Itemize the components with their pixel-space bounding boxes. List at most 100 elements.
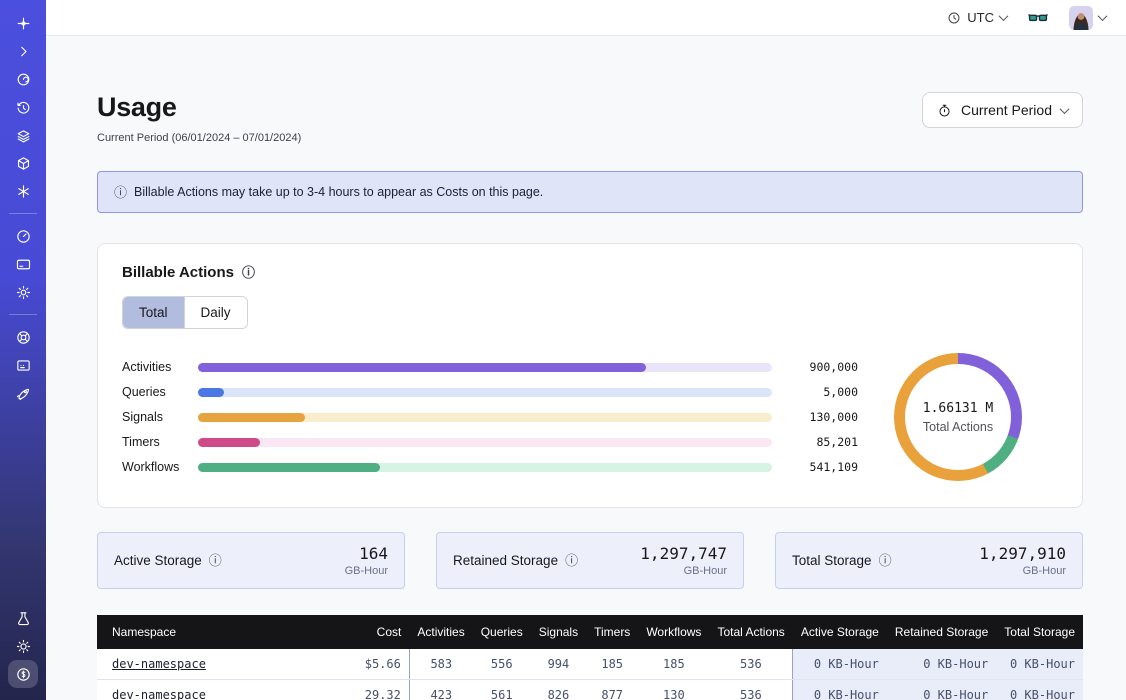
activities-cell: 583 xyxy=(409,649,472,680)
total-actions-value: 1.66131 M xyxy=(923,401,993,416)
clock-icon xyxy=(947,11,961,25)
tab-total[interactable]: Total xyxy=(123,297,184,328)
namespace-link[interactable]: dev-namespace xyxy=(112,688,206,700)
info-icon[interactable]: ⓘ xyxy=(209,554,222,567)
period-selector-button[interactable]: Current Period xyxy=(922,92,1083,128)
namespace-cell: dev-namespace xyxy=(97,680,341,700)
timezone-label: UTC xyxy=(967,10,994,25)
col-total-actions: Total Actions xyxy=(709,615,792,649)
col-retained-storage: Retained Storage xyxy=(887,615,996,649)
info-icon[interactable]: ⓘ xyxy=(565,554,578,567)
bar-row-timers: Timers 85,201 xyxy=(122,430,858,455)
labs-flask-icon[interactable] xyxy=(8,604,38,632)
billing-card-icon[interactable] xyxy=(8,250,38,278)
main-area: UTC Usage Current Peri xyxy=(46,0,1126,700)
title-row: Usage Current Period (06/01/2024 – 07/01… xyxy=(97,92,1083,144)
total-storage-cell: 0 KB-Hour xyxy=(996,680,1083,700)
bar-value: 5,000 xyxy=(784,385,858,399)
col-queries: Queries xyxy=(473,615,531,649)
bar-track xyxy=(198,388,772,397)
info-banner: ⓘ Billable Actions may take up to 3-4 ho… xyxy=(97,171,1083,213)
billable-view-toggle: Total Daily xyxy=(122,296,248,329)
feedback-glasses-button[interactable] xyxy=(1027,7,1049,29)
bar-row-queries: Queries 5,000 xyxy=(122,380,858,405)
active-storage-label: Active Storage xyxy=(114,553,202,568)
timers-cell: 185 xyxy=(586,649,638,680)
billable-actions-title-row: Billable Actions ⓘ xyxy=(122,264,1058,281)
billable-actions-title: Billable Actions xyxy=(122,264,234,281)
retained-storage-card: Retained Storage ⓘ 1,297,747 GB-Hour xyxy=(436,532,744,589)
layers-icon[interactable] xyxy=(8,121,38,149)
bar-fill xyxy=(198,363,646,372)
settings-gear-icon[interactable] xyxy=(8,278,38,306)
active-storage-unit: GB-Hour xyxy=(345,565,388,577)
col-total-storage: Total Storage xyxy=(996,615,1083,649)
account-menu-button[interactable] xyxy=(1069,6,1106,30)
support-lifebuoy-icon[interactable] xyxy=(8,323,38,351)
total-storage-label: Total Storage xyxy=(792,553,872,568)
total-actions-cell: 536 xyxy=(709,649,792,680)
donut-center: 1.66131 M Total Actions xyxy=(894,353,1022,481)
getting-started-rocket-icon[interactable] xyxy=(8,379,38,407)
namespace-cell: dev-namespace xyxy=(97,649,341,680)
activities-cell: 423 xyxy=(409,680,472,700)
total-storage-value: 1,297,910 xyxy=(979,544,1066,563)
tab-daily[interactable]: Daily xyxy=(184,297,247,328)
total-storage-card: Total Storage ⓘ 1,297,910 GB-Hour xyxy=(775,532,1083,589)
billable-chart-row: Activities 900,000 Queries 5,000 Signals… xyxy=(122,353,1058,481)
active-storage-cell: 0 KB-Hour xyxy=(793,680,887,700)
bar-row-signals: Signals 130,000 xyxy=(122,405,858,430)
retained-storage-value: 1,297,747 xyxy=(640,544,727,563)
col-workflows: Workflows xyxy=(638,615,709,649)
bar-track xyxy=(198,438,772,447)
queries-cell: 561 xyxy=(473,680,531,700)
bar-value: 130,000 xyxy=(784,410,858,424)
namespace-usage-table: Namespace Cost Activities Queries Signal… xyxy=(97,615,1083,700)
bar-value: 85,201 xyxy=(784,435,858,449)
glasses-icon xyxy=(1027,7,1049,29)
bar-track xyxy=(198,413,772,422)
credits-coin-icon[interactable] xyxy=(8,660,38,688)
info-icon[interactable]: ⓘ xyxy=(242,266,255,279)
col-active-storage: Active Storage xyxy=(793,615,887,649)
col-timers: Timers xyxy=(586,615,638,649)
namespaces-icon[interactable] xyxy=(8,65,38,93)
bar-fill xyxy=(198,413,305,422)
active-storage-value: 164 xyxy=(345,544,388,563)
active-storage-cell: 0 KB-Hour xyxy=(793,649,887,680)
workflows-cell: 185 xyxy=(638,649,709,680)
total-storage-cell: 0 KB-Hour xyxy=(996,649,1083,680)
info-banner-text: Billable Actions may take up to 3-4 hour… xyxy=(134,185,543,199)
schedules-icon[interactable] xyxy=(8,93,38,121)
table-row: dev-namespace 29.32 423 561 826 877 130 … xyxy=(97,680,1083,700)
timezone-selector[interactable]: UTC xyxy=(947,10,1007,25)
queries-cell: 556 xyxy=(473,649,531,680)
sidebar-divider xyxy=(9,314,37,315)
user-avatar xyxy=(1069,6,1093,30)
bar-row-workflows: Workflows 541,109 xyxy=(122,455,858,480)
bar-label: Signals xyxy=(122,410,198,424)
col-activities: Activities xyxy=(409,615,472,649)
usage-gauge-icon[interactable] xyxy=(8,222,38,250)
period-selector-label: Current Period xyxy=(961,102,1052,118)
expand-sidebar-icon[interactable] xyxy=(8,37,38,65)
workflows-cell: 130 xyxy=(638,680,709,700)
total-storage-unit: GB-Hour xyxy=(979,565,1066,577)
feedback-monitor-icon[interactable] xyxy=(8,351,38,379)
retained-storage-label: Retained Storage xyxy=(453,553,558,568)
nexus-asterisk-icon[interactable] xyxy=(8,177,38,205)
signals-cell: 994 xyxy=(531,649,586,680)
namespace-link[interactable]: dev-namespace xyxy=(112,657,206,671)
theme-sun-icon[interactable] xyxy=(8,632,38,660)
info-icon[interactable]: ⓘ xyxy=(879,554,892,567)
info-icon: ⓘ xyxy=(114,186,127,199)
bar-row-activities: Activities 900,000 xyxy=(122,355,858,380)
stopwatch-icon xyxy=(937,103,952,118)
billable-actions-card: Billable Actions ⓘ Total Daily Activitie… xyxy=(97,243,1083,508)
chevron-down-icon xyxy=(1098,11,1108,21)
storage-cards-row: Active Storage ⓘ 164 GB-Hour Retained St… xyxy=(97,532,1083,589)
donut-chart-wrap: 1.66131 M Total Actions xyxy=(858,353,1058,481)
temporal-logo-icon[interactable] xyxy=(8,9,38,37)
deployments-cube-icon[interactable] xyxy=(8,149,38,177)
chevron-down-icon xyxy=(999,11,1009,21)
